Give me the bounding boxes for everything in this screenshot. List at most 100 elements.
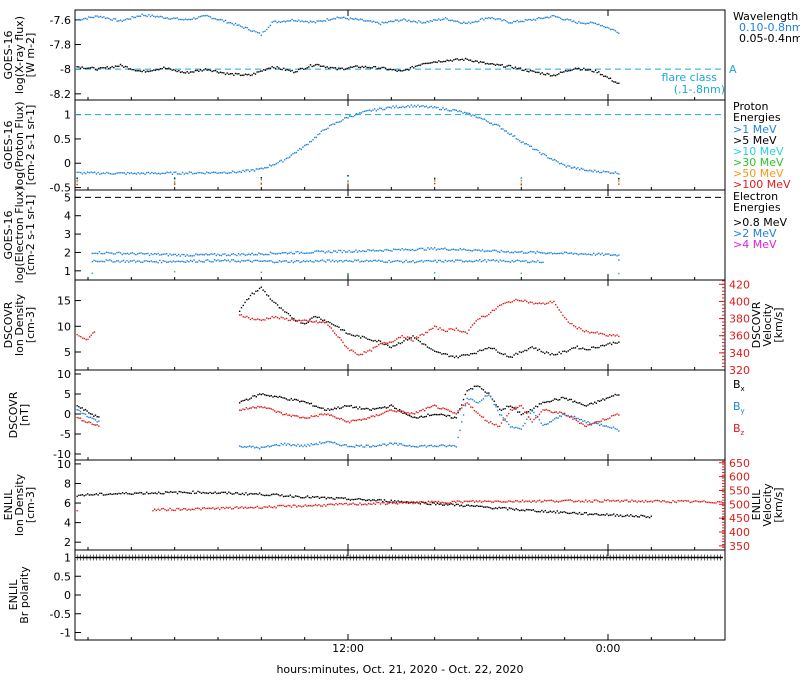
- data-point: [448, 19, 450, 22]
- data-point: [395, 442, 398, 445]
- data-point: [335, 496, 338, 499]
- data-point: [272, 506, 274, 509]
- data-point: [394, 19, 397, 21]
- data-point: [442, 107, 444, 109]
- data-point: [299, 496, 302, 499]
- data-point: [446, 330, 449, 333]
- data-point: [524, 299, 526, 302]
- data-point: [609, 500, 611, 502]
- data-point: [396, 344, 398, 346]
- data-point: [448, 415, 451, 417]
- data-point: [400, 411, 403, 413]
- data-point: [428, 406, 431, 409]
- data-point: [412, 502, 414, 505]
- data-point: [588, 500, 590, 502]
- data-point: [482, 416, 485, 418]
- data-point: [499, 500, 501, 503]
- data-point: [677, 500, 679, 502]
- right-axis-label-line: ENLIL: [750, 489, 763, 521]
- data-point: [351, 498, 353, 501]
- data-point: [504, 251, 506, 253]
- data-point: [387, 443, 389, 446]
- data-point: [485, 261, 488, 263]
- data-point: [399, 501, 401, 503]
- data-point: [343, 260, 346, 262]
- data-point: [543, 423, 546, 426]
- data-point: [333, 332, 336, 335]
- data-point: [461, 249, 463, 251]
- data-point: [114, 253, 116, 255]
- data-point: [225, 172, 227, 174]
- data-point: [663, 500, 666, 502]
- data-point: [437, 259, 440, 262]
- data-point: [312, 415, 314, 418]
- data-point: [580, 347, 582, 350]
- data-point: [589, 253, 592, 256]
- data-point: [442, 444, 444, 446]
- data-point: [611, 514, 613, 516]
- right-axis-label: ENLILVelocity[km/s]: [750, 483, 785, 527]
- data-point: [498, 304, 501, 307]
- data-point: [578, 348, 580, 350]
- data-point: [531, 19, 533, 22]
- data-point: [513, 261, 515, 263]
- data-point: [253, 170, 256, 172]
- data-point: [428, 21, 430, 23]
- data-point: [262, 168, 264, 170]
- data-point: [242, 304, 244, 307]
- data-point: [253, 507, 255, 509]
- data-point: [331, 251, 333, 254]
- data-point: [238, 310, 241, 313]
- data-point: [403, 412, 406, 414]
- data-point: [596, 23, 598, 26]
- data-point: [573, 68, 575, 70]
- data-point: [512, 251, 515, 254]
- data-point: [216, 18, 218, 21]
- data-point: [305, 417, 308, 419]
- data-point: [410, 412, 413, 414]
- data-point: [421, 247, 424, 250]
- data-point: [94, 414, 97, 416]
- data-point: [538, 251, 540, 254]
- data-point: [427, 247, 429, 249]
- data-point: [532, 260, 534, 262]
- data-point: [93, 16, 95, 19]
- data-point: [511, 301, 514, 303]
- data-point: [423, 334, 425, 336]
- data-point: [544, 352, 546, 355]
- data-point: [401, 341, 403, 344]
- data-point: [372, 249, 374, 251]
- data-point: [319, 259, 322, 262]
- data-point: [506, 415, 508, 417]
- data-point: [582, 423, 584, 425]
- data-point: [251, 292, 254, 294]
- data-point: [266, 260, 269, 263]
- data-point: [618, 430, 620, 432]
- data-point: [389, 20, 392, 22]
- data-point: [604, 253, 607, 255]
- data-point: [618, 180, 620, 183]
- data-point: [184, 508, 187, 510]
- data-point: [97, 494, 99, 496]
- data-point: [530, 509, 533, 512]
- data-point: [393, 502, 395, 504]
- data-point: [328, 441, 331, 443]
- data-point: [349, 503, 351, 505]
- data-point: [585, 348, 588, 351]
- data-point: [91, 417, 93, 419]
- data-point: [651, 501, 654, 503]
- data-point: [521, 499, 524, 501]
- data-point: [125, 173, 127, 175]
- data-point: [453, 356, 456, 359]
- data-point: [415, 336, 418, 338]
- data-point: [317, 133, 319, 136]
- data-point: [616, 394, 618, 396]
- data-point: [255, 493, 257, 495]
- data-point: [258, 71, 260, 73]
- data-point: [230, 172, 232, 174]
- data-point: [427, 413, 429, 415]
- data-point: [338, 249, 340, 252]
- data-point: [512, 508, 514, 510]
- data-point: [548, 252, 550, 254]
- data-point: [275, 443, 278, 446]
